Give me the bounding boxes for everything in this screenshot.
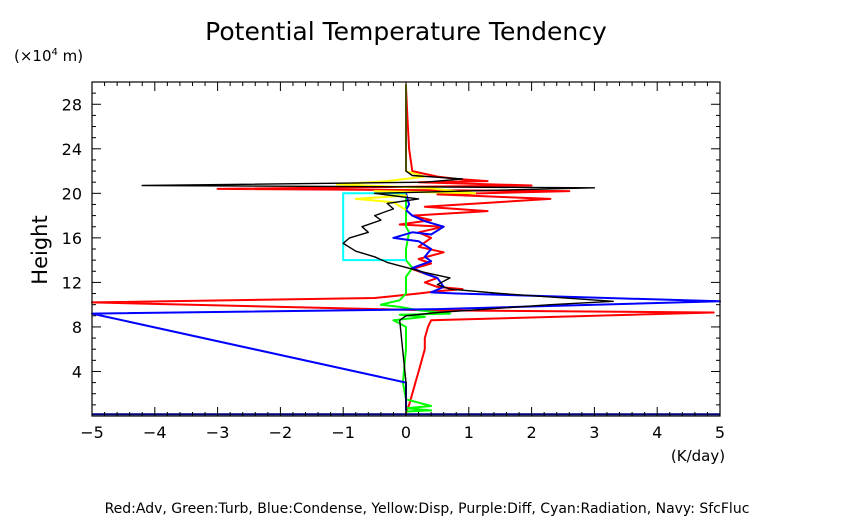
x-tick-label: 3 [589, 423, 599, 442]
y-tick-label: 24 [62, 140, 82, 159]
y-tick-label: 12 [62, 273, 82, 292]
series-line-6 [141, 84, 614, 416]
series-line-2 [91, 193, 721, 411]
x-tick-label: −4 [143, 423, 167, 442]
series-layer [91, 84, 721, 416]
y-axis-label: Height [28, 215, 52, 284]
y-unit-label: (×104 m) [14, 47, 83, 65]
y-tick-label: 8 [72, 318, 82, 337]
legend-text: Red:Adv, Green:Turb, Blue:Condense, Yell… [105, 501, 750, 517]
x-tick-label: −1 [331, 423, 355, 442]
y-unit-exponent: 4 [52, 47, 58, 58]
y-unit-suffix: m) [58, 47, 83, 65]
x-tick-label: 5 [715, 423, 725, 442]
chart-title: Potential Temperature Tendency [205, 17, 607, 46]
y-tick-label: 4 [72, 362, 82, 381]
x-tick-label: −3 [206, 423, 230, 442]
x-tick-label: 0 [401, 423, 411, 442]
x-tick-label: −5 [80, 423, 104, 442]
x-tick-label: 1 [464, 423, 474, 442]
x-tick-label: −2 [269, 423, 293, 442]
y-unit-prefix: (×10 [14, 47, 52, 65]
y-tick-label: 28 [62, 95, 82, 114]
x-tick-label: 4 [652, 423, 662, 442]
series-line-1 [379, 193, 451, 413]
x-axis-label: (K/day) [671, 447, 725, 465]
y-tick-label: 16 [62, 229, 82, 248]
x-tick-label: 2 [527, 423, 537, 442]
y-tick-label: 20 [62, 184, 82, 203]
series-line-0 [91, 87, 715, 414]
